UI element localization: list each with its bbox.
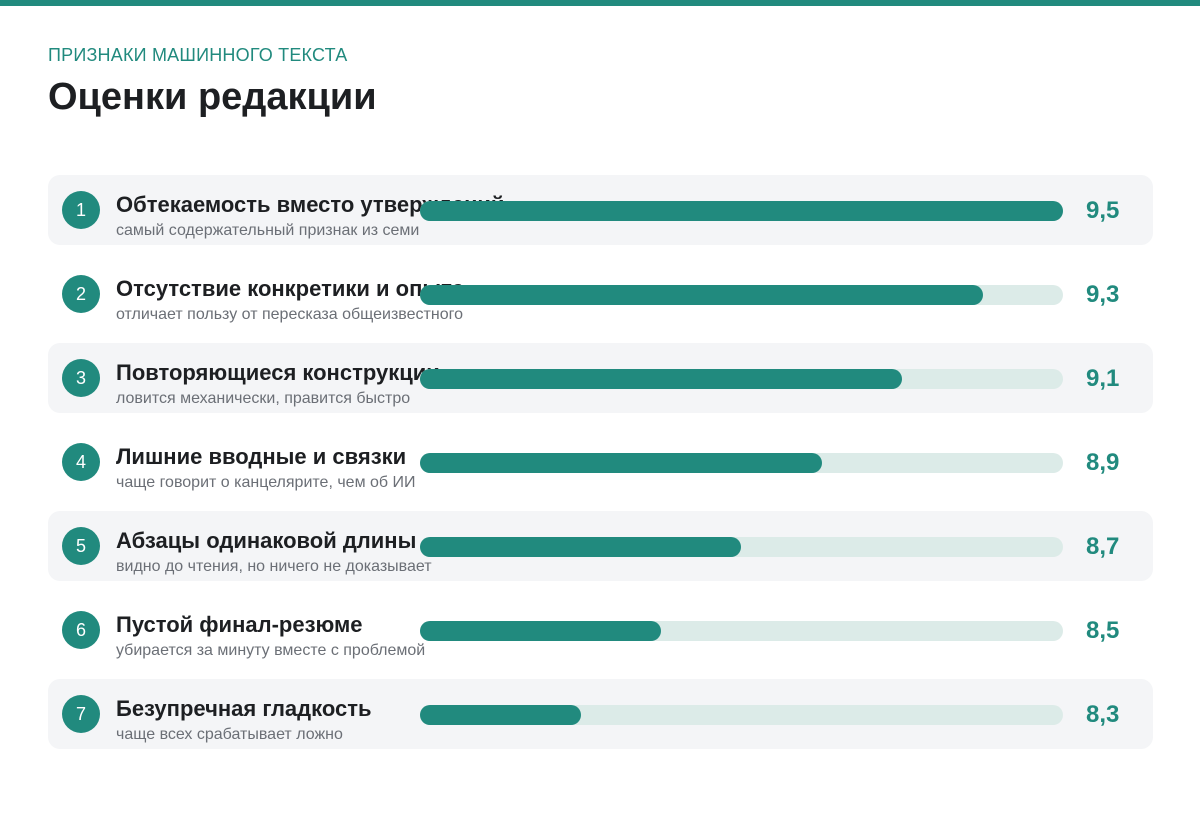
value-label: 9,1 bbox=[1086, 365, 1120, 392]
bar-track bbox=[420, 369, 1063, 389]
rank-badge: 6 bbox=[62, 611, 100, 649]
bar-fill bbox=[420, 621, 661, 641]
bar-track bbox=[420, 201, 1063, 221]
top-accent-bar bbox=[0, 0, 1200, 6]
category-note: видно до чтения, но ничего не доказывает bbox=[116, 558, 432, 575]
category-note: отличает пользу от пересказа общеизвестн… bbox=[116, 306, 463, 323]
bar-track bbox=[420, 537, 1063, 557]
ranking-row: 7 Безупречная гладкость чаще всех срабатыв… bbox=[48, 679, 1153, 749]
category-note: убирается за минуту вместе с проблемой bbox=[116, 642, 426, 659]
category-label: Безупречная гладкость bbox=[116, 696, 372, 721]
category-label: Абзацы одинаковой длины bbox=[116, 528, 417, 553]
ranking-row: 2 Отсутствие конкретики и опыта отличает п… bbox=[48, 259, 1153, 329]
category-label: Отсутствие конкретики и опыта bbox=[116, 276, 465, 301]
value-label: 8,3 bbox=[1086, 701, 1120, 728]
value-label: 9,5 bbox=[1086, 197, 1120, 224]
rank-badge: 5 bbox=[62, 527, 100, 565]
bar-track bbox=[420, 705, 1063, 725]
bar-track bbox=[420, 285, 1063, 305]
ranking-row: 4 Лишние вводные и связки чаще говорит о к… bbox=[48, 427, 1153, 497]
rank-badge: 7 bbox=[62, 695, 100, 733]
category-label: Пустой финал-резюме bbox=[116, 612, 363, 637]
value-label: 8,9 bbox=[1086, 449, 1120, 476]
category-note: чаще говорит о канцелярите, чем об ИИ bbox=[116, 474, 416, 491]
category-note: самый содержательный признак из семи bbox=[116, 222, 420, 239]
ranking-row: 6 Пустой финал-резюме убирается за минуту … bbox=[48, 595, 1153, 665]
bar-fill bbox=[420, 537, 741, 557]
bar-fill bbox=[420, 453, 822, 473]
ranking-list: 1 Обтекаемость вместо утверждений самый со… bbox=[48, 175, 1153, 763]
ranking-row: 1 Обтекаемость вместо утверждений самый со… bbox=[48, 175, 1153, 245]
page-title: Оценки редакции bbox=[48, 76, 377, 118]
category-label: Повторяющиеся конструкции bbox=[116, 360, 440, 385]
bar-track bbox=[420, 453, 1063, 473]
category-note: чаще всех срабатывает ложно bbox=[116, 726, 343, 743]
rank-badge: 2 bbox=[62, 275, 100, 313]
category-note: ловится механически, правится быстро bbox=[116, 390, 411, 407]
ranking-row: 3 Повторяющиеся конструкции ловится механи… bbox=[48, 343, 1153, 413]
rank-badge: 1 bbox=[62, 191, 100, 229]
eyebrow-label: ПРИЗНАКИ МАШИННОГО ТЕКСТА bbox=[48, 45, 348, 65]
bar-fill bbox=[420, 201, 1063, 221]
value-label: 8,7 bbox=[1086, 533, 1120, 560]
category-label: Лишние вводные и связки bbox=[116, 444, 407, 469]
value-label: 8,5 bbox=[1086, 617, 1120, 644]
bar-fill bbox=[420, 705, 581, 725]
rank-badge: 3 bbox=[62, 359, 100, 397]
bar-fill bbox=[420, 369, 902, 389]
rank-badge: 4 bbox=[62, 443, 100, 481]
value-label: 9,3 bbox=[1086, 281, 1120, 308]
bar-track bbox=[420, 621, 1063, 641]
ranking-row: 5 Абзацы одинаковой длины видно до чтения,… bbox=[48, 511, 1153, 581]
bar-fill bbox=[420, 285, 983, 305]
